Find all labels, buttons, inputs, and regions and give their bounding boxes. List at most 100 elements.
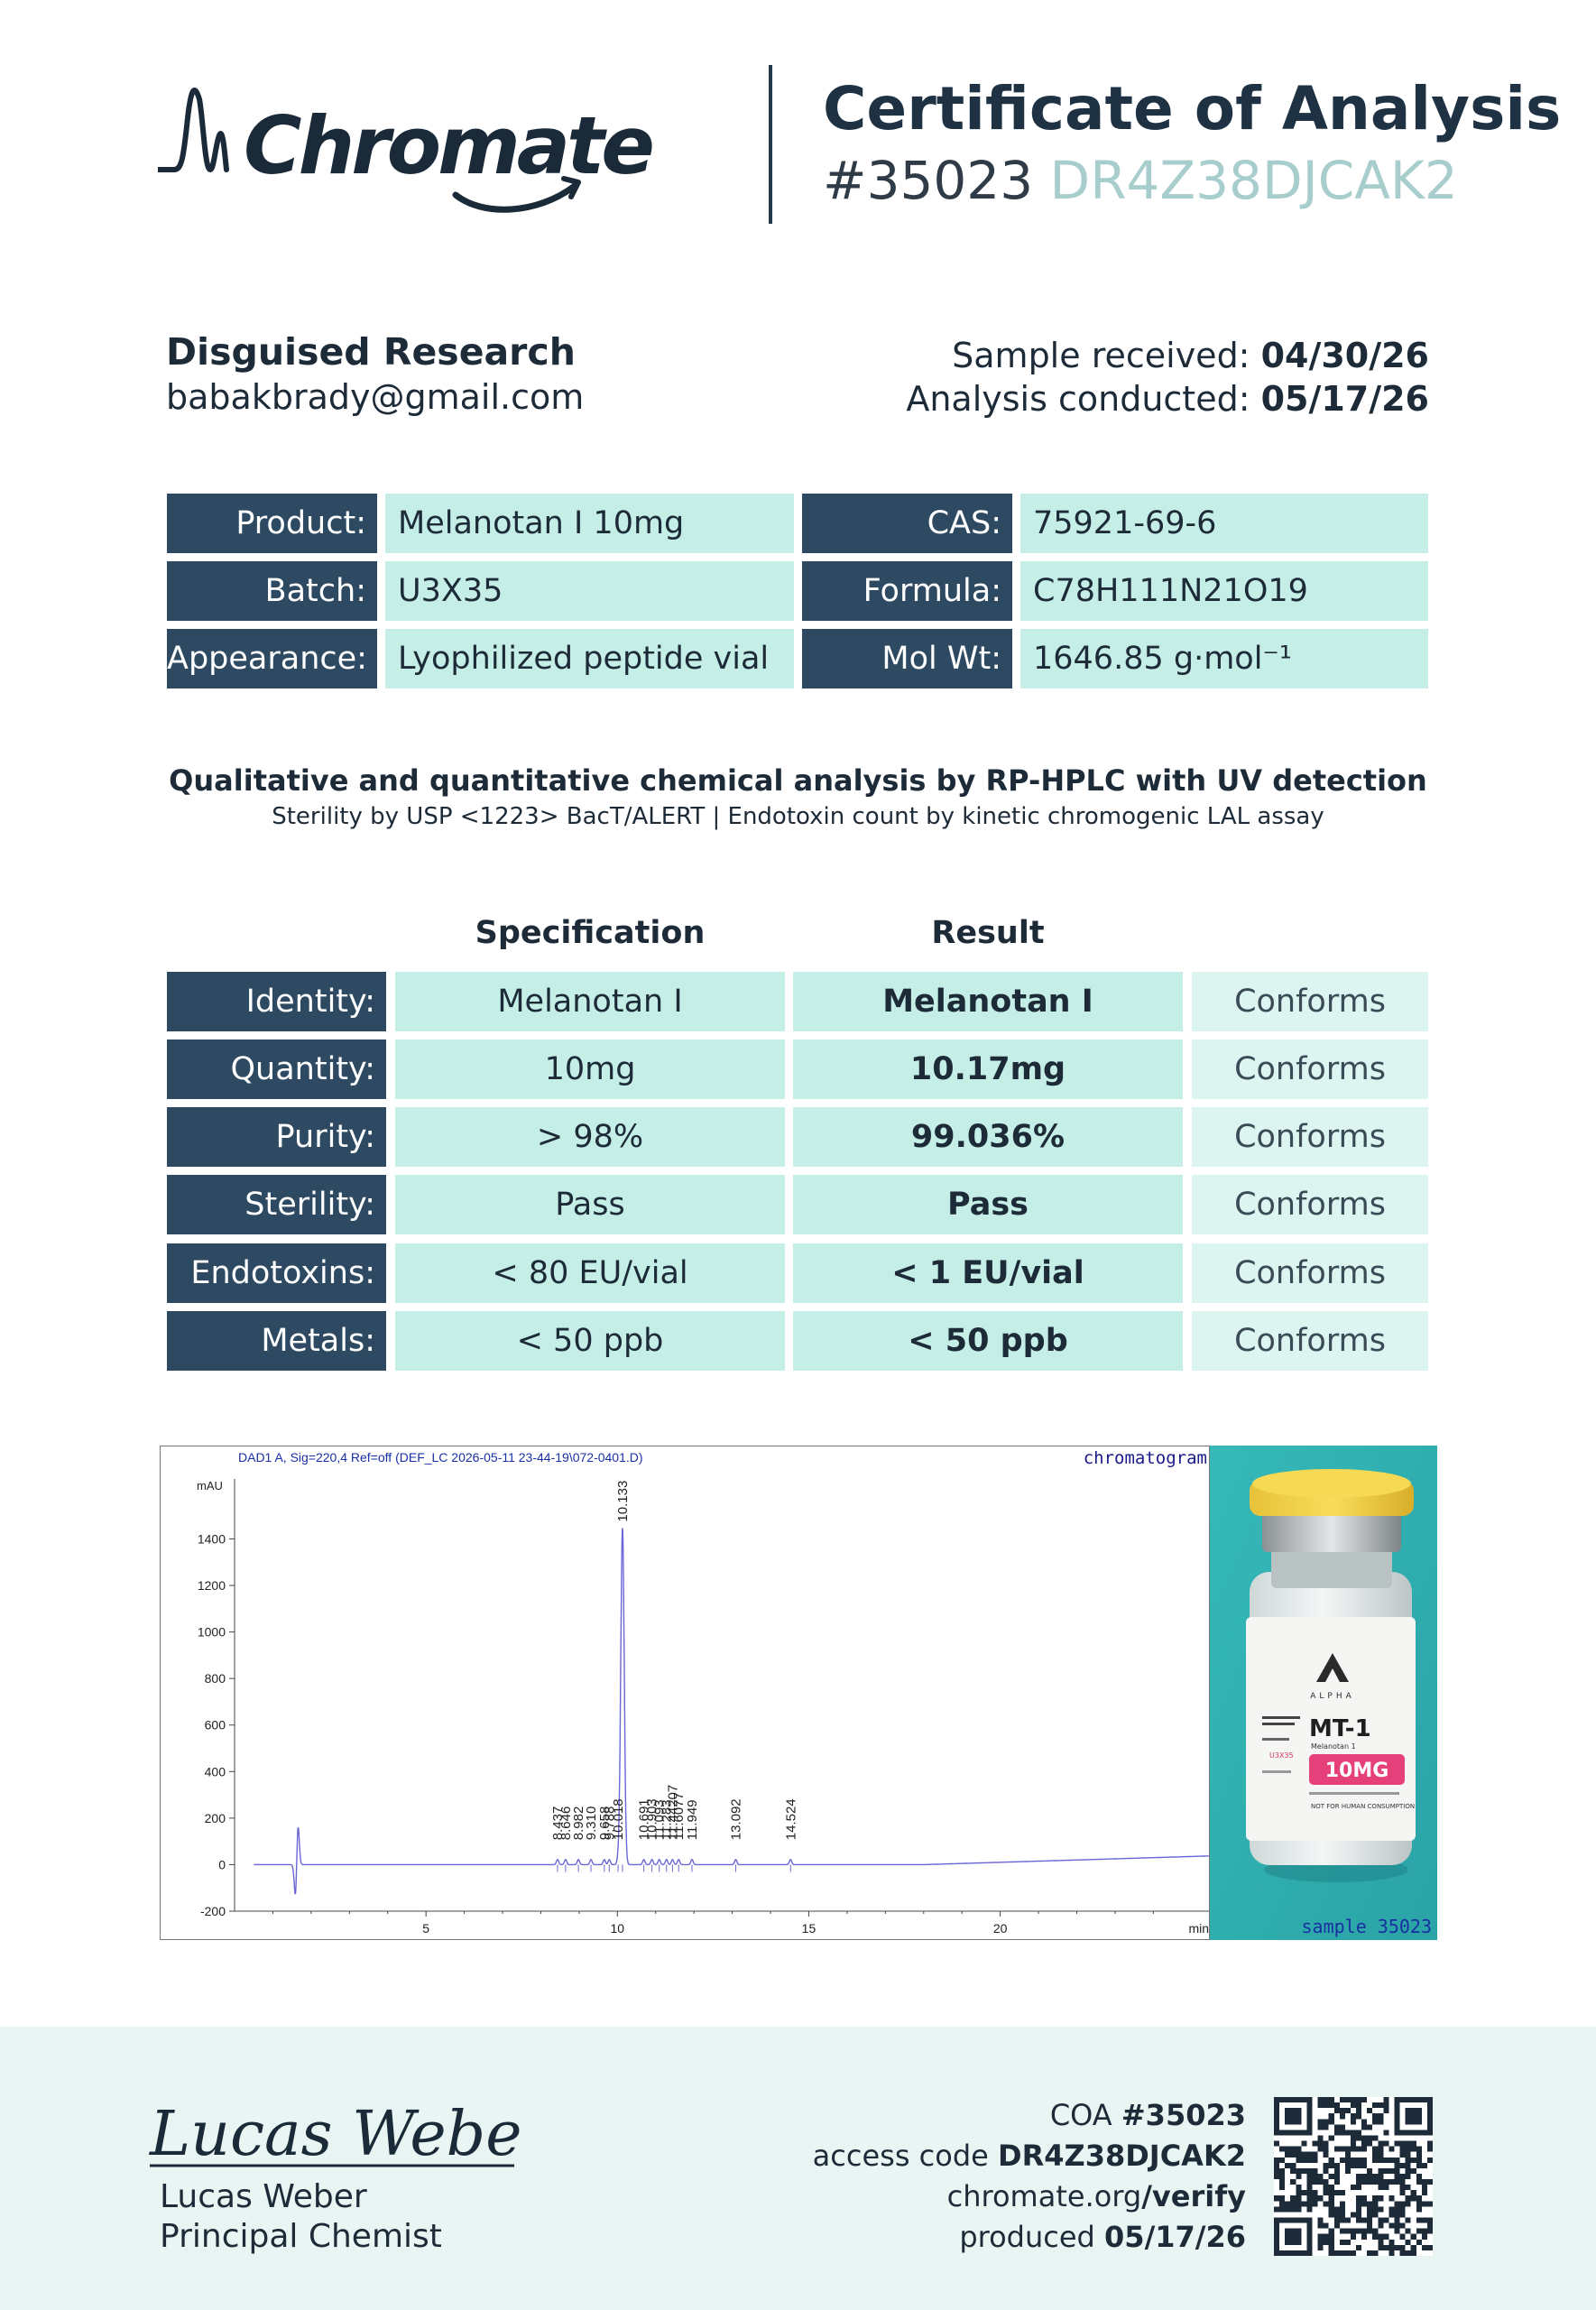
qr-module	[1328, 2228, 1334, 2234]
qr-module	[1405, 2108, 1411, 2114]
qr-module	[1372, 2113, 1379, 2120]
qr-module	[1306, 2167, 1313, 2174]
qr-module	[1394, 2179, 1400, 2185]
qr-module	[1416, 2217, 1422, 2223]
qr-module	[1333, 2173, 1340, 2180]
qr-module	[1372, 2102, 1379, 2109]
qr-module	[1383, 2244, 1389, 2250]
qr-module	[1399, 2146, 1406, 2152]
formula-label: Formula:	[802, 561, 1012, 621]
peak-label: 10.133	[615, 1481, 631, 1522]
qr-module	[1290, 2097, 1296, 2103]
qr-module	[1323, 2102, 1329, 2109]
verify-link[interactable]: chromate.org/verify	[813, 2176, 1246, 2217]
qr-module	[1296, 2201, 1302, 2207]
qr-module	[1323, 2151, 1329, 2158]
verify-path[interactable]: /verify	[1141, 2179, 1246, 2213]
qr-module	[1367, 2212, 1373, 2218]
qr-module	[1350, 2162, 1357, 2168]
qr-module	[1344, 2250, 1351, 2256]
qr-module	[1426, 2119, 1433, 2125]
qr-module	[1394, 2157, 1400, 2163]
qr-module	[1356, 2135, 1362, 2141]
qr-module	[1306, 2108, 1313, 2114]
qr-module	[1410, 2097, 1416, 2103]
qr-module	[1317, 2097, 1324, 2103]
qr-module	[1312, 2157, 1318, 2163]
qr-module	[1388, 2167, 1395, 2174]
qr-module	[1279, 2097, 1286, 2103]
qr-module	[1339, 2217, 1345, 2223]
qr-module	[1399, 2244, 1406, 2250]
qr-module	[1356, 2097, 1362, 2103]
qr-module	[1339, 2157, 1345, 2163]
qr-module	[1426, 2179, 1433, 2185]
qr-module	[1279, 2195, 1286, 2202]
qr-module	[1394, 2212, 1400, 2218]
qr-module	[1296, 2217, 1302, 2223]
qr-module	[1410, 2113, 1416, 2120]
qr-code-icon[interactable]	[1274, 2097, 1433, 2256]
qr-module	[1405, 2097, 1411, 2103]
molwt-label: Mol Wt:	[802, 629, 1012, 688]
x-axis-unit: min	[1188, 1921, 1209, 1936]
peak-label: 11.949	[685, 1799, 700, 1840]
qr-module	[1378, 2140, 1384, 2147]
qr-module	[1306, 2102, 1313, 2109]
qr-module	[1279, 2206, 1286, 2213]
qr-module	[1394, 2217, 1400, 2223]
qr-module	[1328, 2119, 1334, 2125]
vial-name: MT-1	[1309, 1715, 1371, 1742]
chromatogram-trace	[254, 1528, 1209, 1895]
qr-module	[1394, 2119, 1400, 2125]
qr-module	[1274, 2162, 1280, 2168]
qr-module	[1274, 2097, 1280, 2103]
qr-module	[1394, 2108, 1400, 2114]
certificate-id: #35023 DR4Z38DJCAK2	[823, 150, 1458, 211]
qr-module	[1328, 2212, 1334, 2218]
analysis-value: 05/17/26	[1260, 379, 1429, 419]
qr-module	[1367, 2140, 1373, 2147]
specification-header: Specification	[475, 915, 706, 951]
qr-module	[1328, 2201, 1334, 2207]
x-tick-label: 20	[993, 1921, 1008, 1936]
qr-module	[1405, 2140, 1411, 2147]
result-row-label: Identity:	[167, 972, 386, 1031]
qr-module	[1361, 2124, 1368, 2130]
qr-module	[1328, 2190, 1334, 2196]
qr-module	[1306, 2233, 1313, 2240]
qr-module	[1405, 2250, 1411, 2256]
qr-module	[1416, 2195, 1422, 2202]
qr-module	[1367, 2228, 1373, 2234]
qr-module	[1279, 2167, 1286, 2174]
qr-module	[1378, 2173, 1384, 2180]
qr-module	[1372, 2233, 1379, 2240]
peak-label: 10.903	[645, 1798, 660, 1840]
qr-module	[1279, 2217, 1286, 2223]
qr-module	[1290, 2195, 1296, 2202]
qr-module	[1296, 2113, 1302, 2120]
qr-module	[1317, 2222, 1324, 2229]
signer-name: Lucas Weber	[160, 2178, 367, 2215]
qr-module	[1279, 2250, 1286, 2256]
result-row-result: Pass	[793, 1175, 1183, 1234]
qr-module	[1328, 2097, 1334, 2103]
x-tick-label: 10	[611, 1921, 625, 1936]
qr-module	[1296, 2167, 1302, 2174]
product-label: Product:	[167, 494, 377, 553]
produced-label: produced	[959, 2220, 1105, 2254]
qr-module	[1394, 2097, 1400, 2103]
qr-module	[1344, 2228, 1351, 2234]
qr-module	[1306, 2119, 1313, 2125]
qr-module	[1361, 2146, 1368, 2152]
qr-module	[1323, 2140, 1329, 2147]
qr-module	[1328, 2102, 1334, 2109]
qr-module	[1339, 2250, 1345, 2256]
qr-module	[1388, 2239, 1395, 2245]
qr-module	[1416, 2201, 1422, 2207]
qr-module	[1405, 2146, 1411, 2152]
qr-module	[1421, 2244, 1427, 2250]
qr-module	[1378, 2151, 1384, 2158]
qr-module	[1361, 2195, 1368, 2202]
verify-domain[interactable]: chromate.org	[946, 2179, 1142, 2213]
